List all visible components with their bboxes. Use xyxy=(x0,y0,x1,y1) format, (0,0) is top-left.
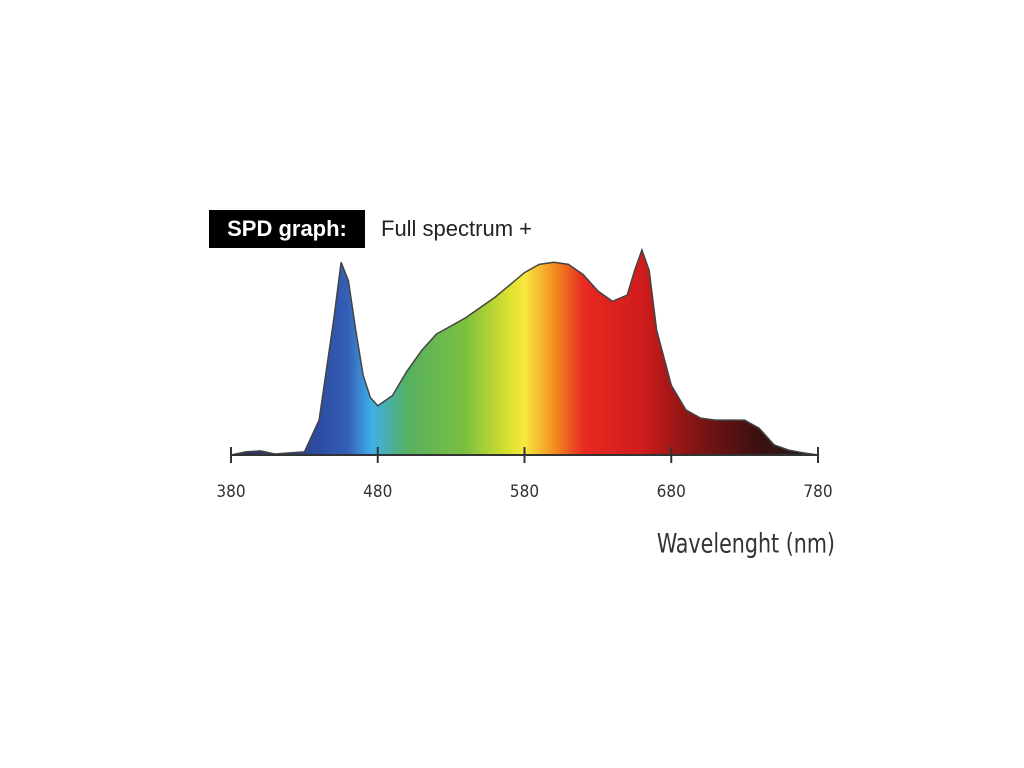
x-tick-label: 680 xyxy=(657,482,686,502)
chart-subtitle: Full spectrum + xyxy=(381,216,532,241)
title-box xyxy=(209,210,365,248)
x-axis-label: Wavelenght (nm) xyxy=(657,528,835,559)
x-tick-label: 780 xyxy=(803,482,832,502)
chart-title: SPD graph: xyxy=(227,216,347,241)
x-tick-label: 580 xyxy=(510,482,539,502)
x-tick-label: 380 xyxy=(216,482,245,502)
x-tick-label: 480 xyxy=(363,482,392,502)
spectrum-outline xyxy=(230,247,819,456)
spectrum-area xyxy=(231,250,818,455)
